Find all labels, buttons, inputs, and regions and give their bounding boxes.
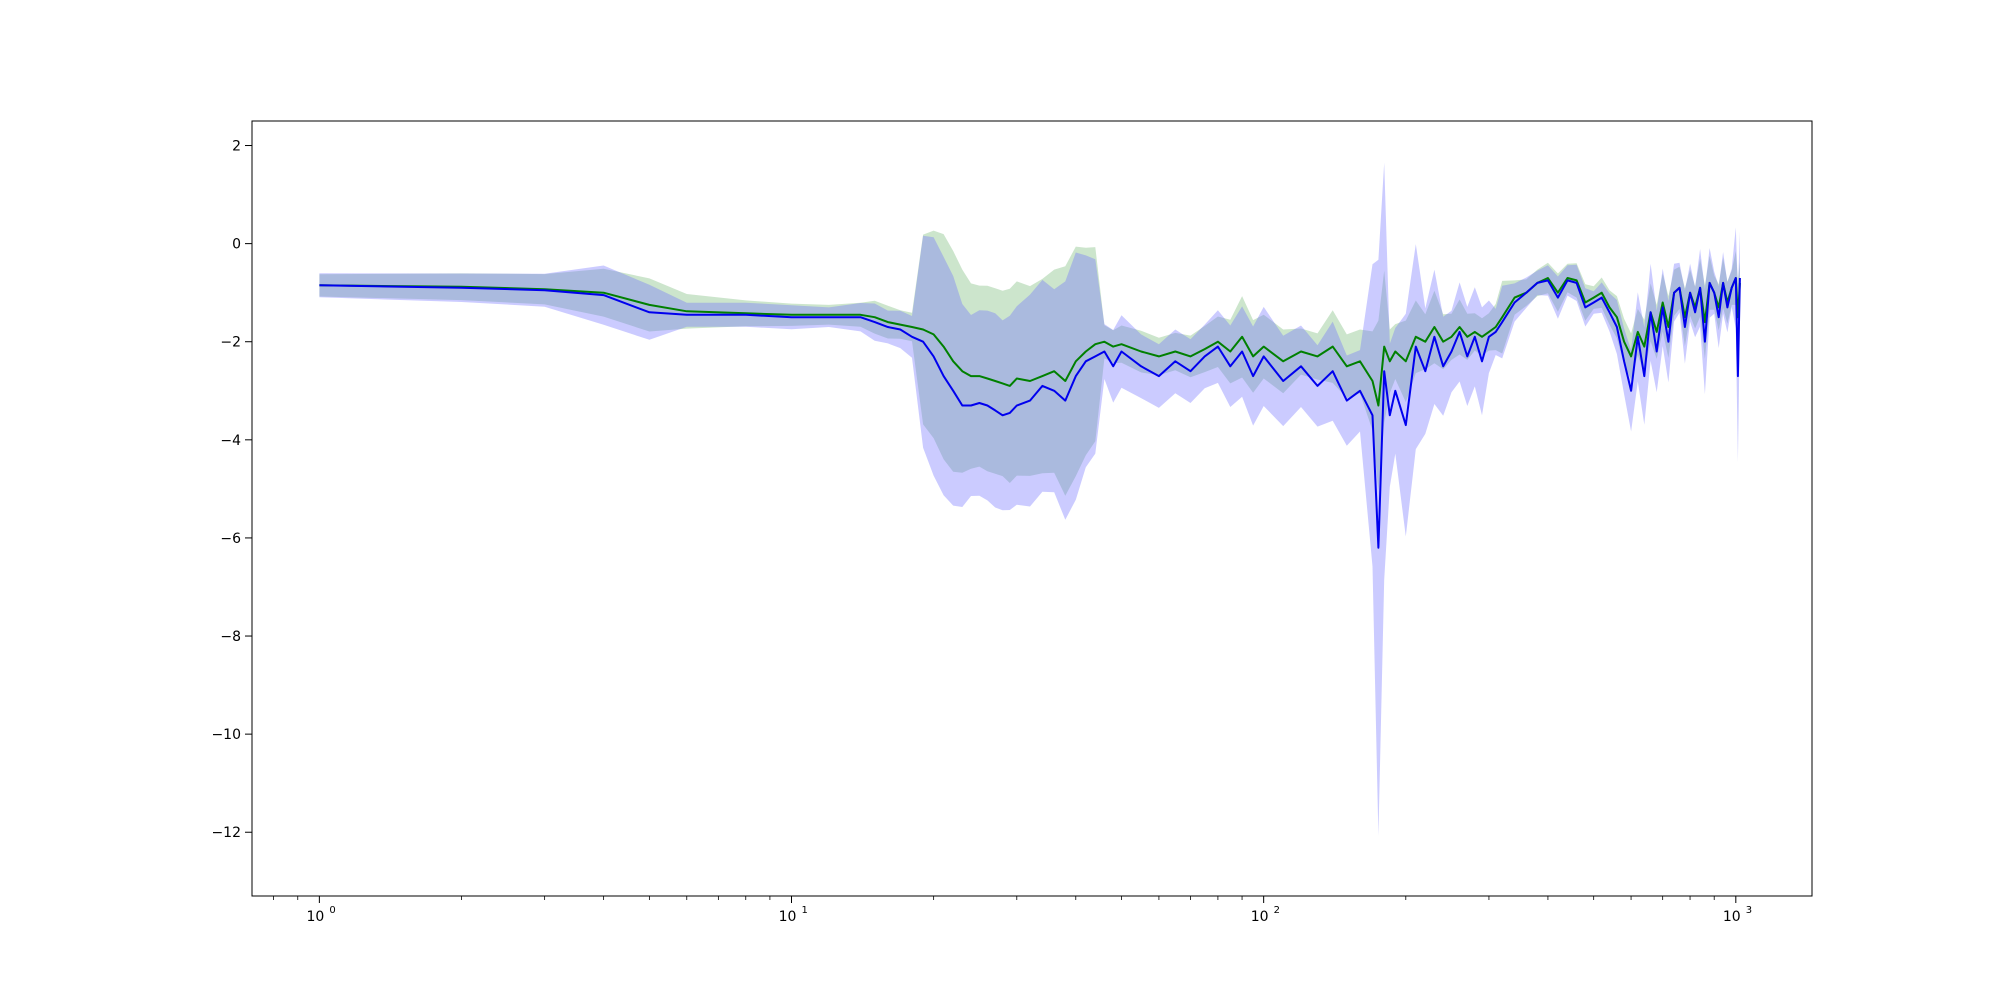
x-tick-exponent: 2 (1274, 905, 1280, 916)
plot-frame (251, 120, 1813, 897)
green-band (319, 230, 1740, 496)
x-tick-exponent: 3 (1746, 905, 1752, 916)
blue-series-line (319, 277, 1741, 549)
plot-area-background (252, 121, 1812, 896)
y-tick-label: 0 (232, 237, 241, 253)
green-series-line (319, 277, 1741, 407)
x-tick-label: 10 (306, 909, 324, 925)
y-tick-label: 2 (232, 139, 241, 155)
x-tick-label: 10 (779, 909, 797, 925)
y-tick-label: −12 (211, 825, 241, 841)
y-tick-label: −8 (220, 629, 241, 645)
y-tick-label: −4 (220, 433, 241, 449)
y-axis: 2 0 −2 −4 −6 −8 −10 −12 (211, 139, 252, 841)
y-tick-label: −2 (220, 335, 241, 351)
x-tick-exponent: 1 (802, 905, 808, 916)
x-axis: 10 0 10 1 10 2 10 3 (273, 896, 1752, 925)
series-lines (319, 277, 1741, 549)
blue-band (319, 162, 1740, 836)
y-tick-label: −6 (220, 531, 241, 547)
x-tick-exponent: 0 (329, 905, 335, 916)
y-tick-label: −10 (211, 727, 241, 743)
confidence-bands (319, 162, 1740, 836)
x-tick-label: 10 (1251, 909, 1269, 925)
x-tick-label: 10 (1723, 909, 1741, 925)
